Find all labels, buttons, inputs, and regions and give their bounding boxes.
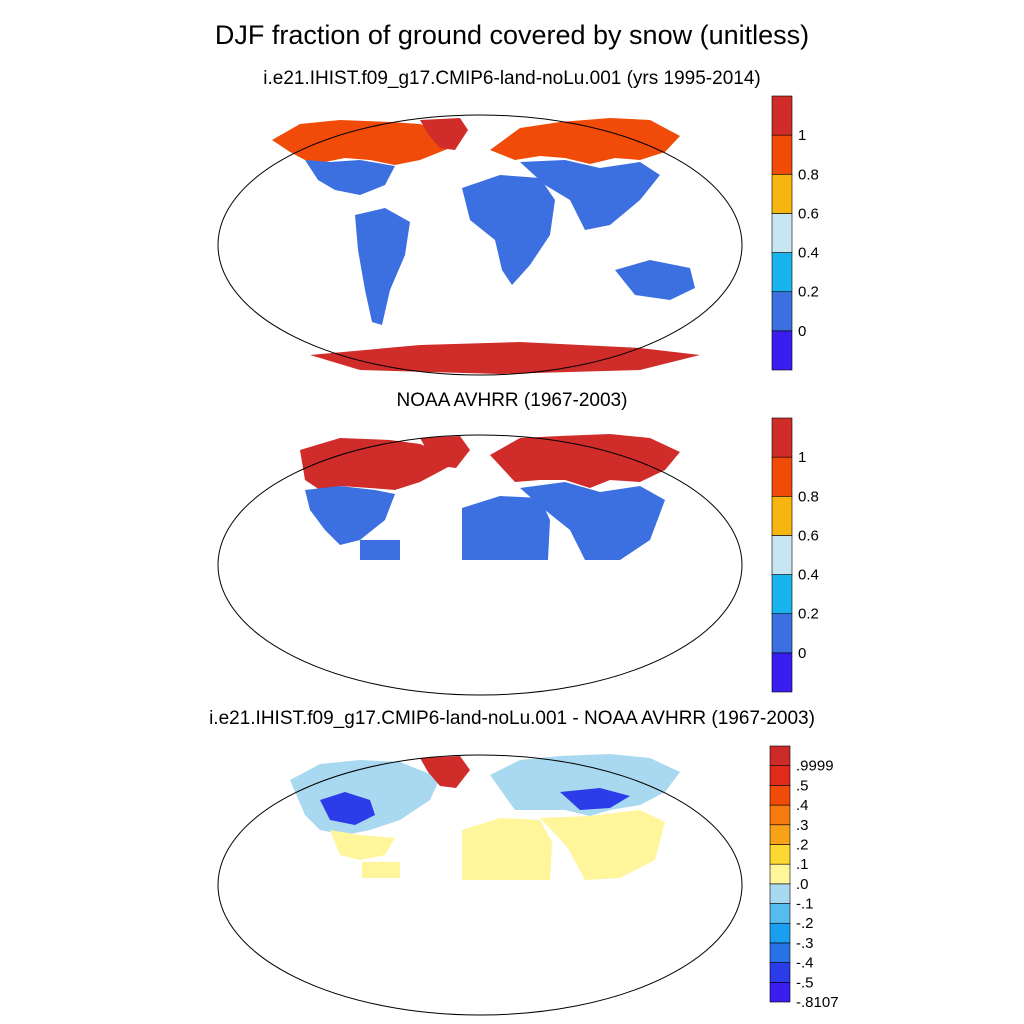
australia-field bbox=[615, 260, 695, 300]
colorbar-label: -.4 bbox=[796, 955, 814, 972]
colorbar-swatch bbox=[771, 134, 793, 175]
asia-obs-field bbox=[520, 482, 665, 560]
colorbar-swatch bbox=[771, 574, 793, 615]
colorbar-swatch bbox=[769, 844, 791, 865]
colorbar-label: 0.8 bbox=[798, 166, 819, 183]
colorbar-label: -.8107 bbox=[796, 994, 839, 1011]
sa-field bbox=[355, 208, 410, 325]
colorbar-label: .0 bbox=[796, 876, 809, 893]
na-obs-field bbox=[300, 438, 460, 490]
colorbar-swatch bbox=[771, 213, 793, 253]
colorbar-label: .2 bbox=[796, 836, 809, 853]
colorbar-swatch bbox=[769, 824, 791, 845]
colorbar-label: 0.6 bbox=[798, 205, 819, 222]
globe-outline bbox=[217, 754, 743, 1016]
colorbar-label: 0.2 bbox=[798, 284, 819, 301]
africa-obs-field bbox=[462, 496, 550, 560]
main-title: DJF fraction of ground covered by snow (… bbox=[214, 20, 810, 50]
colorbar-label: 0 bbox=[798, 323, 806, 340]
colorbar-swatch bbox=[771, 613, 793, 654]
colorbar-swatch bbox=[769, 765, 791, 786]
antarctica-field bbox=[310, 342, 700, 374]
colorbar-label: -.3 bbox=[796, 935, 814, 952]
greenland-diff-field bbox=[420, 756, 470, 788]
colorbar-label: .1 bbox=[796, 856, 809, 873]
colorbar-label: 0.8 bbox=[798, 488, 819, 505]
colorbar-label: 1 bbox=[798, 127, 806, 144]
eurasia-diff-field bbox=[490, 754, 680, 816]
panel3-title: i.e21.IHIST.f09_g17.CMIP6-land-noLu.001 … bbox=[209, 708, 815, 729]
colorbar-label: 0.4 bbox=[798, 567, 819, 584]
eurasia-diff-core bbox=[560, 788, 630, 810]
na-diff-field bbox=[290, 760, 440, 835]
eurasia-snow-field bbox=[490, 118, 680, 164]
colorbar-swatch bbox=[771, 252, 793, 293]
colorbar-swatch bbox=[769, 745, 791, 766]
colorbar-swatch bbox=[771, 95, 793, 136]
observed-colorbar: 0 0.2 0.4 0.6 0.8 1 bbox=[771, 417, 819, 693]
colorbar-swatch bbox=[771, 291, 793, 332]
colorbar-swatch bbox=[769, 785, 791, 806]
colorbar-label: .3 bbox=[796, 817, 809, 834]
carib-diff-field bbox=[362, 862, 400, 878]
na-diff-south bbox=[330, 830, 395, 860]
na-south-obs-field bbox=[305, 486, 395, 545]
colorbar-swatch bbox=[771, 417, 793, 458]
colorbar-label: -.5 bbox=[796, 974, 814, 991]
colorbar-label: 0.6 bbox=[798, 527, 819, 544]
colorbar-swatch bbox=[769, 982, 791, 1003]
panel1-title: i.e21.IHIST.f09_g17.CMIP6-land-noLu.001 … bbox=[263, 68, 761, 89]
model-snow-fields bbox=[272, 118, 700, 374]
eurasia-obs-field bbox=[490, 434, 680, 488]
greenland-field bbox=[420, 118, 468, 150]
difference-colorbar: -.8107 -.5 -.4 -.3 -.2 -.1 .0 .1 .2 .3 .4 .5 .9999 bbox=[769, 745, 839, 1011]
colorbar-swatch bbox=[769, 883, 791, 904]
colorbar-label: 0.4 bbox=[798, 245, 819, 262]
africa-field bbox=[462, 175, 555, 285]
difference-map bbox=[217, 754, 743, 1016]
globe-outline bbox=[217, 434, 743, 696]
colorbar-swatch bbox=[769, 962, 791, 983]
greenland-obs-field bbox=[420, 436, 470, 468]
na-cut-obs-field bbox=[360, 540, 400, 560]
colorbar-label: 1 bbox=[798, 449, 806, 466]
colorbar-swatch bbox=[771, 173, 793, 214]
na-arctic-field bbox=[272, 120, 460, 165]
colorbar-label: 0 bbox=[798, 645, 806, 662]
asia-diff-field bbox=[540, 810, 665, 880]
colorbar-label: 0.2 bbox=[798, 606, 819, 623]
na-diff-core bbox=[320, 792, 375, 825]
colorbar-swatch bbox=[769, 804, 791, 826]
observed-snow-fields bbox=[300, 434, 680, 560]
observed-snow-map bbox=[217, 434, 743, 696]
model-colorbar: 0 0.2 0.4 0.6 0.8 1 bbox=[771, 95, 819, 371]
colorbar-swatch bbox=[769, 863, 791, 885]
colorbar-label: -.1 bbox=[796, 896, 814, 913]
africa-diff-field bbox=[462, 818, 552, 880]
globe-outline bbox=[217, 114, 743, 376]
panel2-title: NOAA AVHRR (1967-2003) bbox=[396, 390, 628, 411]
colorbar-label: .4 bbox=[796, 797, 809, 814]
colorbar-swatch bbox=[771, 330, 793, 371]
colorbar-swatch bbox=[769, 922, 791, 944]
colorbar-swatch bbox=[771, 535, 793, 575]
colorbar-swatch bbox=[771, 652, 793, 693]
colorbar-swatch bbox=[769, 942, 791, 963]
colorbar-swatch bbox=[769, 903, 791, 924]
colorbar-label: .5 bbox=[796, 777, 809, 794]
colorbar-label: -.2 bbox=[796, 915, 814, 932]
na-south-field bbox=[305, 160, 395, 195]
model-snow-map bbox=[217, 114, 743, 376]
asia-south-field bbox=[520, 160, 660, 230]
difference-fields bbox=[290, 754, 680, 880]
colorbar-label: .9999 bbox=[796, 758, 834, 775]
colorbar-swatch bbox=[771, 456, 793, 497]
colorbar-swatch bbox=[771, 495, 793, 536]
